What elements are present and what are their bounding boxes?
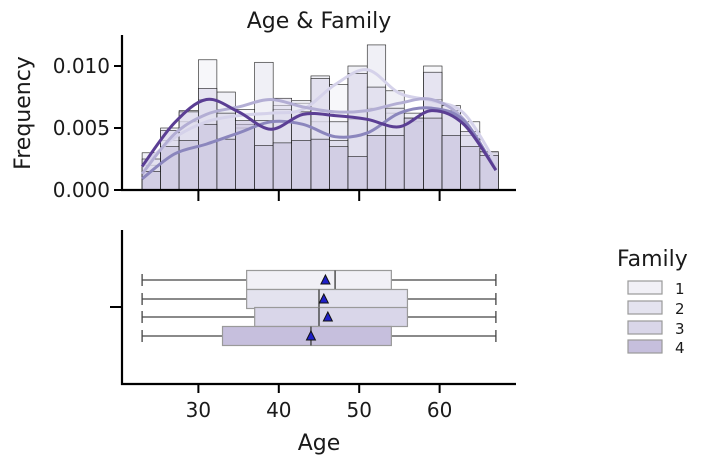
hist-bar-family-4 — [254, 145, 274, 191]
legend: Family 1 2 34 — [617, 247, 688, 357]
hist-bar-family-4 — [310, 138, 330, 191]
hist-bar-family-4 — [329, 146, 349, 191]
legend-label-2: 2 — [675, 300, 685, 318]
hist-bar-family-4 — [366, 135, 387, 191]
box-iqr — [221, 325, 392, 347]
hist-bar-family-4 — [441, 135, 461, 191]
x-tick-label: 60 — [427, 398, 452, 422]
legend-swatch-3 — [627, 320, 663, 335]
box-iqr — [246, 269, 392, 291]
hist-bar-family-4 — [198, 123, 218, 191]
hist-bar-family-4 — [272, 142, 292, 191]
boxplot-family-1 — [141, 269, 497, 291]
legend-label-4: 4 — [675, 339, 685, 357]
hist-bar-family-4 — [423, 117, 443, 191]
hist-bar-family-4 — [403, 117, 424, 191]
hist-bar-family-4 — [347, 156, 368, 191]
boxplot-panel: 30 40 50 60 — [110, 230, 516, 422]
y-tick-label: 0.005 — [53, 116, 110, 140]
kde-line-family-3 — [141, 106, 498, 181]
y-axis-title: Frequency — [11, 56, 36, 170]
box-iqr — [246, 288, 409, 310]
legend-title: Family — [617, 247, 688, 272]
boxplot-family-4 — [141, 325, 497, 347]
x-tick-label: 50 — [346, 398, 371, 422]
hist-bar-family-4 — [385, 135, 405, 191]
hist-bar-family-4 — [291, 140, 312, 191]
y-tick-label: 0.010 — [53, 54, 110, 78]
kde-line-family-4 — [140, 97, 498, 172]
hist-bar-family-4 — [141, 171, 161, 191]
x-tick-label: 30 — [186, 398, 211, 422]
hist-bar-family-4 — [216, 138, 236, 191]
boxplot-family-3 — [141, 306, 497, 328]
legend-swatch-1 — [627, 280, 663, 295]
legend-label-1: 1 — [675, 280, 685, 298]
legend-label-3: 3 — [675, 320, 685, 338]
mean-marker — [322, 310, 334, 322]
y-tick-label: 0.000 — [53, 178, 110, 202]
chart-title: Age & Family — [247, 9, 391, 34]
histogram-panel: 0.000 0.005 0.010 — [53, 35, 516, 202]
box-iqr — [254, 306, 409, 328]
boxplot-family-2 — [141, 288, 497, 310]
legend-swatch-2 — [627, 300, 663, 315]
kde-line-family-2 — [140, 97, 498, 175]
mean-marker — [320, 273, 331, 285]
x-axis-title: Age — [298, 431, 341, 456]
hist-bar-family-4 — [460, 146, 481, 191]
legend-swatch-4 — [627, 339, 663, 354]
mean-marker — [318, 292, 330, 304]
mean-marker — [305, 329, 317, 341]
x-tick-label: 40 — [266, 398, 291, 422]
